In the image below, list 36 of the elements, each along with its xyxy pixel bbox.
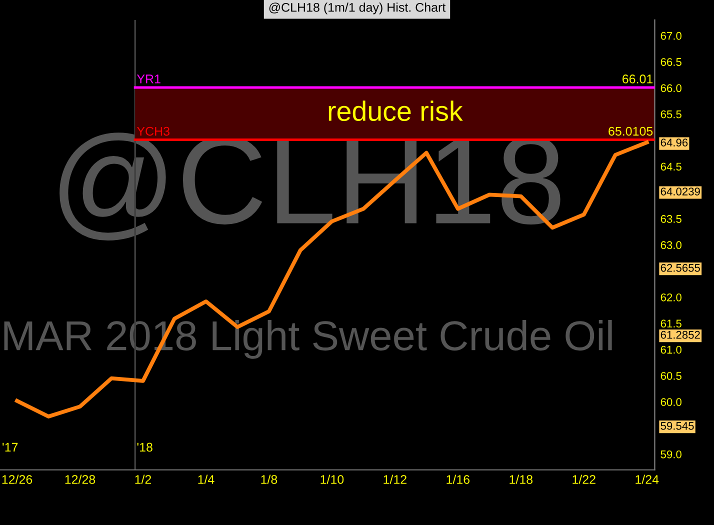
annotation: 66.01 (622, 74, 653, 84)
y-tick-label: 59.0 (660, 450, 682, 458)
y-tick-label: 66.5 (660, 58, 682, 66)
band-label: reduce risk (328, 100, 463, 122)
x-tick-label: 1/8 (261, 474, 278, 484)
y-tick-label: 67.0 (660, 32, 682, 40)
x-tick-label: 1/24 (636, 474, 659, 484)
ref-line-label: '18 (137, 442, 152, 452)
y-tick-label: 62.0 (660, 293, 682, 302)
x-tick-label: 1/10 (320, 474, 344, 484)
y-tick-label: 61.5 (660, 320, 682, 328)
y-tick-label: 63.5 (660, 215, 682, 223)
x-tick-label: 1/16 (446, 474, 470, 484)
x-tick-label: 12/28 (65, 474, 96, 484)
x-tick-label: 1/22 (572, 474, 596, 484)
annotation: 65.0105 (608, 126, 653, 136)
x-tick-label: 1/12 (384, 474, 406, 484)
y-tick-label: 65.5 (660, 110, 682, 118)
y-tick-label: 59.545 (660, 422, 694, 430)
annotation: '17 (2, 442, 18, 452)
y-tick-label: 62.5655 (660, 264, 700, 272)
y-tick-label: 64.96 (660, 138, 688, 147)
y-tick-label: 61.2852 (660, 330, 700, 339)
x-tick-label: 1/4 (198, 474, 214, 484)
y-tick-label: 64.0239 (660, 188, 700, 196)
x-tick-label: 12/26 (2, 474, 32, 484)
chart-title: @CLH18 (1m/1 day) Hist. Chart (269, 2, 446, 14)
y-tick-label: 63.0 (660, 241, 682, 250)
x-tick-label: 1/2 (135, 474, 152, 484)
y-tick-label: 60.5 (660, 372, 682, 380)
y-tick-label: 60.0 (660, 398, 682, 406)
y-tick-label: 66.0 (660, 84, 682, 92)
ref-line-label: YR1 (136, 74, 160, 84)
x-tick-label: 1/18 (510, 474, 533, 484)
y-tick-label: 61.0 (660, 346, 682, 354)
y-tick-label: 64.5 (660, 162, 682, 171)
